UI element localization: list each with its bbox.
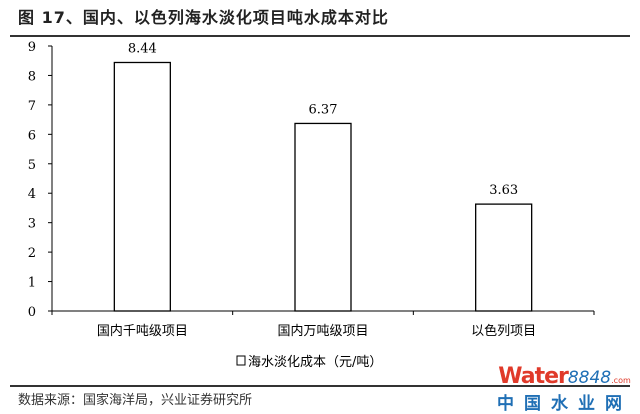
- source-note: 数据来源：国家海洋局，兴业证券研究所: [18, 393, 253, 408]
- y-tick-label: 1: [28, 276, 36, 291]
- bar: [475, 203, 533, 312]
- bar: [113, 61, 171, 312]
- data-label: 3.63: [489, 183, 518, 198]
- chart-title: 图 17、国内、以色列海水淡化项目吨水成本对比: [18, 8, 389, 27]
- x-tick-label: 以色列项目: [471, 323, 536, 339]
- y-tick-label: 2: [28, 246, 36, 261]
- y-tick-label: 6: [28, 128, 36, 143]
- y-tick-label: 0: [28, 305, 36, 320]
- footer-rule: [10, 385, 630, 387]
- x-tick-label: 国内千吨级项目: [97, 323, 188, 339]
- watermark-logo: Water8848.com 中国水业网: [497, 364, 632, 414]
- legend-label: 海水淡化成本（元/吨）: [248, 355, 382, 370]
- bar: [294, 122, 352, 312]
- legend-swatch: [236, 355, 246, 366]
- y-tick-label: 3: [28, 217, 36, 232]
- y-tick-label: 5: [28, 158, 36, 173]
- x-tick-label: 国内万吨级项目: [277, 323, 368, 339]
- y-tick-label: 9: [28, 40, 36, 55]
- y-tick-label: 8: [28, 69, 36, 84]
- y-tick-label: 7: [28, 99, 36, 114]
- y-tick-label: 4: [28, 187, 36, 202]
- title-rule: [10, 35, 630, 37]
- data-label: 6.37: [309, 102, 338, 117]
- data-label: 8.44: [128, 41, 157, 56]
